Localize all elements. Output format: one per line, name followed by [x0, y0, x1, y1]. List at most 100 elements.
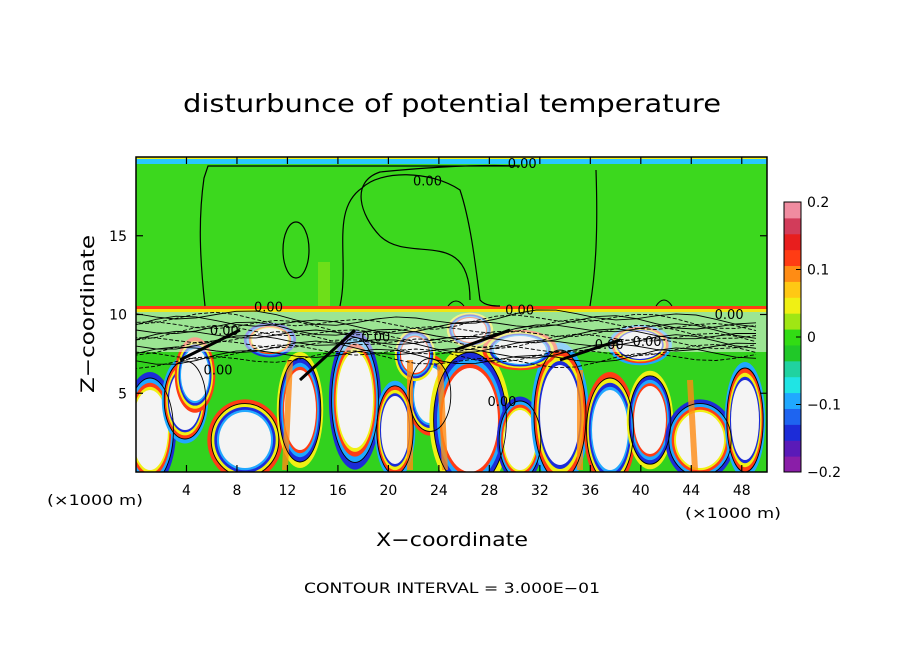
- contour-line: [655, 299, 673, 307]
- colorbar-tick-label: 0.2: [807, 195, 829, 211]
- field-core: [634, 386, 666, 454]
- field-core: [676, 412, 724, 468]
- contour-loop: [331, 337, 379, 463]
- field-streak: [437, 364, 448, 471]
- contour-label: 0.00: [210, 324, 239, 339]
- colorbar-segment: [784, 202, 801, 219]
- x-tick-label: 44: [682, 483, 700, 499]
- chart-title: disturbunce of potential temperature: [183, 89, 721, 118]
- colorbar-segment: [784, 456, 801, 473]
- contour-loop: [433, 351, 507, 472]
- contour-label: 0.00: [505, 304, 534, 319]
- field-core: [284, 370, 316, 450]
- contour-line: [136, 321, 757, 340]
- contour-bundle: [454, 328, 511, 352]
- colorbar-segment: [784, 313, 801, 330]
- contour-bundle: [179, 328, 241, 362]
- top-edge-yellow: [136, 157, 767, 159]
- contour-label: 0.00: [715, 308, 744, 323]
- contour-line: [136, 318, 757, 336]
- colorbar-segment: [784, 440, 801, 457]
- field-streak: [282, 359, 293, 471]
- colorbar: 0.2 0.1 0 −0.1 −0.2: [783, 195, 841, 481]
- contour-line: [136, 340, 757, 359]
- colorbar-segment: [784, 392, 801, 409]
- contour-label: 0.00: [413, 174, 442, 189]
- field-core: [381, 396, 409, 464]
- x-tick-label: 36: [581, 483, 599, 499]
- x-tick-label: 20: [379, 483, 397, 499]
- contour-label: 0.00: [361, 330, 390, 345]
- contour-loop: [210, 403, 280, 472]
- contour-loop: [586, 377, 634, 472]
- contour-loop: [163, 360, 207, 440]
- contour-line: [136, 350, 757, 369]
- inversion-band-yellow: [136, 309, 767, 312]
- x-tick-label: 32: [531, 483, 549, 499]
- y-tick-label: 5: [118, 386, 127, 402]
- colorbar-segment: [784, 281, 801, 298]
- contour-line: [136, 328, 756, 346]
- colorbar-tick-label: −0.1: [807, 398, 841, 414]
- contour-loop: [533, 349, 587, 472]
- contour-loop: [408, 358, 452, 432]
- field-turbulent-layer: [136, 312, 767, 352]
- contour-loop: [278, 357, 322, 463]
- x-tick-label: 16: [329, 483, 347, 499]
- x-tick-label: 12: [279, 483, 297, 499]
- plot-area: 0.00 0.00 0.00 0.00 0.00 0.00 0.00 0.00 0.00 0.00…: [136, 157, 767, 472]
- x-tick-label: 24: [430, 483, 448, 499]
- y-tick-label: 10: [109, 308, 127, 324]
- x-tick-label: 40: [632, 483, 650, 499]
- colorbar-tick-label: 0: [807, 330, 816, 346]
- contour-line: [589, 169, 598, 307]
- top-edge-band: [136, 157, 767, 164]
- contour-line: [447, 300, 465, 307]
- colorbar-segment: [784, 329, 801, 346]
- contour-loop: [668, 403, 732, 472]
- contour-label: 0.00: [204, 363, 233, 378]
- contour-line: [136, 325, 757, 344]
- x-unit-right: (×1000 m): [685, 506, 781, 522]
- x-tick-label: 48: [733, 483, 751, 499]
- field-core: [442, 368, 498, 472]
- colorbar-segment: [784, 249, 801, 267]
- contour-label: 0.00: [595, 338, 624, 353]
- inversion-band-red: [136, 306, 767, 309]
- field-core: [731, 380, 759, 460]
- colorbar-segment: [784, 408, 801, 425]
- contour-bundle: [298, 328, 357, 382]
- contour-line: [199, 164, 521, 307]
- field-streak: [687, 379, 698, 471]
- contour-label: 0.00: [508, 157, 537, 172]
- contour-interval-note: CONTOUR INTERVAL = 3.000E−01: [304, 581, 600, 597]
- contour-loop: [136, 377, 174, 472]
- contour-loop: [628, 375, 672, 465]
- field-core: [540, 365, 580, 465]
- colorbar-segment: [784, 360, 801, 378]
- contour-loop: [376, 385, 414, 472]
- field-core: [219, 412, 271, 468]
- lower-contours: [136, 309, 764, 472]
- upper-field-layer: [136, 164, 767, 308]
- contour-loop: [726, 367, 764, 472]
- contour-label: 0.00: [633, 335, 662, 350]
- field-core: [337, 352, 373, 448]
- contour-label: 0.00: [254, 300, 283, 315]
- colorbar-segment: [784, 376, 801, 394]
- contour-line: [136, 338, 757, 356]
- colorbar-tick-label: −0.2: [807, 465, 841, 481]
- colorbar-segment: [784, 217, 801, 235]
- contour-line: [339, 174, 501, 307]
- contour-line: [136, 311, 757, 330]
- colorbar-tick-label: 0.1: [807, 263, 829, 279]
- field-core: [504, 410, 536, 470]
- colorbar-segment: [784, 265, 801, 282]
- y-tick-label: 15: [109, 229, 127, 245]
- contour-loop: [282, 221, 310, 279]
- x-tick-label: 28: [480, 483, 498, 499]
- colorbar-segment: [784, 297, 801, 314]
- colorbar-segment: [784, 424, 801, 441]
